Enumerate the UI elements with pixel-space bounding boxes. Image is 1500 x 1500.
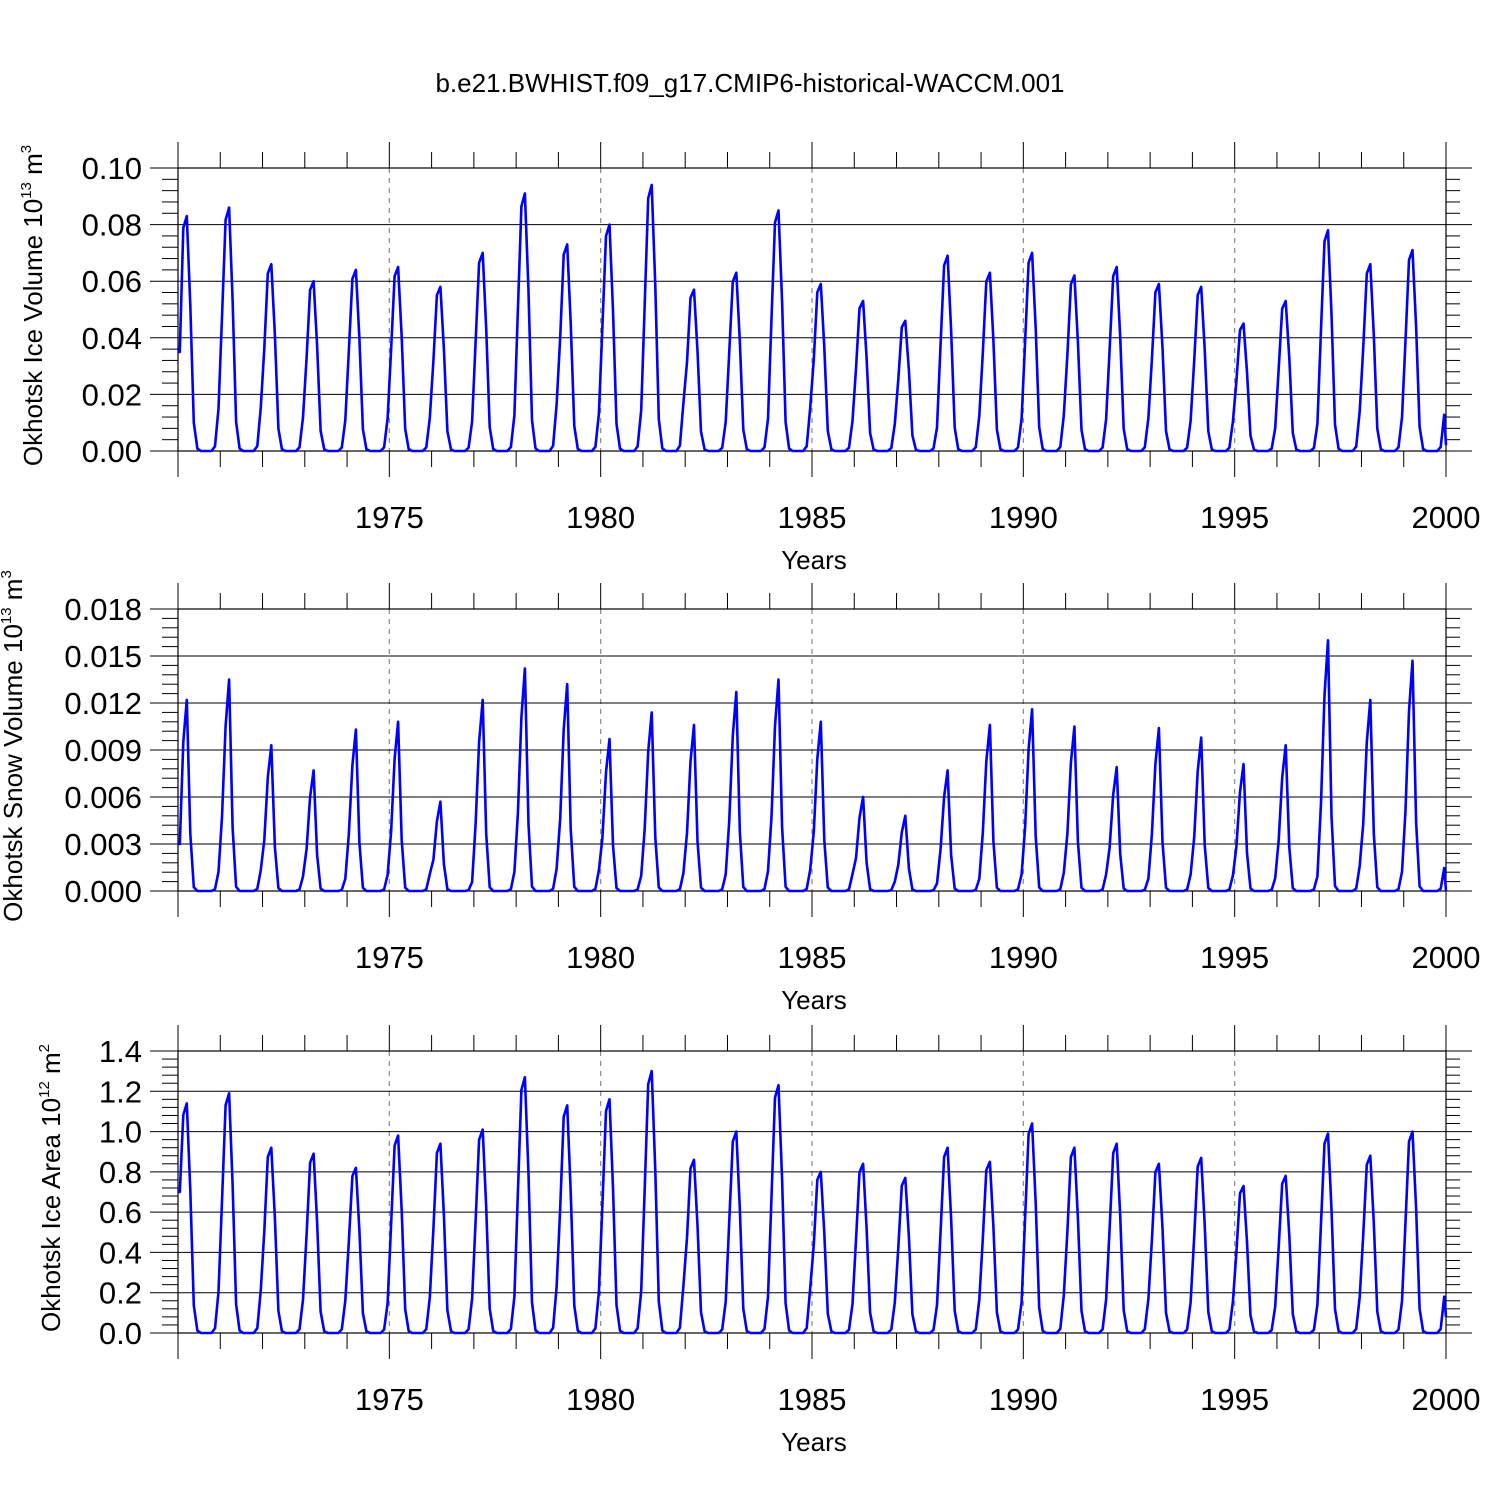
panel-1: 0.00 0.02 0.04 0.06 0.08 0.10 1975 1980 1985 1990… — [18, 142, 1480, 575]
series-line-3 — [178, 1069, 1448, 1335]
x-axis-title: Years — [781, 545, 847, 575]
y-tick-label: 1.4 — [99, 1034, 142, 1069]
x-tick-label: 1980 — [566, 940, 635, 975]
y-tick-label: 0.012 — [64, 686, 142, 721]
x-tick-label: 1980 — [566, 500, 635, 535]
y-tick-label: 0.006 — [64, 780, 142, 815]
y-tick-label: 0.10 — [82, 151, 142, 186]
y-tick-label: 0.009 — [64, 733, 142, 768]
x-tick-label: 1985 — [778, 1382, 847, 1417]
y-tick-label: 0.003 — [64, 827, 142, 862]
y-tick-label: 1.2 — [99, 1074, 142, 1109]
plot-frame — [177, 608, 1447, 892]
y-axis-title: Okhotsk Ice Volume 1013 m3 — [18, 145, 48, 466]
x-axis-title: Years — [781, 985, 847, 1015]
y-tick-label: 0.08 — [82, 208, 142, 243]
x-tick-label: 1980 — [566, 1382, 635, 1417]
series-line-2 — [178, 639, 1448, 893]
x-tick-label: 2000 — [1412, 940, 1481, 975]
panel-3: 0.0 0.2 0.4 0.6 0.8 1.0 1.2 1.4 1975 1980 1985 1990… — [36, 1025, 1480, 1457]
x-tick-label: 1990 — [989, 500, 1058, 535]
y-tick-label: 0.00 — [82, 434, 142, 469]
x-tick-label: 1990 — [989, 1382, 1058, 1417]
x-tick-label: 1985 — [778, 500, 847, 535]
series-line-1 — [178, 183, 1448, 453]
y-tick-label: 0.0 — [99, 1316, 142, 1351]
y-axis-title: Okhotsk Ice Area 1012 m2 — [36, 1044, 66, 1332]
x-tick-label: 1995 — [1200, 1382, 1269, 1417]
y-tick-label: 0.8 — [99, 1155, 142, 1190]
x-tick-label: 1975 — [355, 1382, 424, 1417]
x-tick-label: 1975 — [355, 500, 424, 535]
y-tick-label: 0.04 — [82, 321, 142, 356]
y-tick-label: 1.0 — [99, 1115, 142, 1150]
chart-panels: 0.00 0.02 0.04 0.06 0.08 0.10 1975 1980 1985 1990… — [0, 142, 1480, 1457]
x-tick-label: 1995 — [1200, 940, 1269, 975]
x-tick-label: 1985 — [778, 940, 847, 975]
panel-2: 0.000 0.003 0.006 0.009 0.012 0.015 0.018 1975 1… — [0, 570, 1480, 1015]
y-tick-label: 0.015 — [64, 639, 142, 674]
chart-title: b.e21.BWHIST.f09_g17.CMIP6-historical-WA… — [435, 68, 1064, 98]
y-tick-label: 0.2 — [99, 1276, 142, 1311]
y-axis-title: Okhotsk Snow Volume 1013 m3 — [0, 570, 28, 922]
y-tick-label: 0.4 — [99, 1235, 142, 1270]
x-tick-label: 1975 — [355, 940, 424, 975]
y-tick-label: 0.000 — [64, 874, 142, 909]
x-tick-label: 2000 — [1412, 1382, 1481, 1417]
y-tick-label: 0.06 — [82, 264, 142, 299]
x-axis-title: Years — [781, 1427, 847, 1457]
y-tick-label: 0.018 — [64, 592, 142, 627]
y-tick-label: 0.02 — [82, 377, 142, 412]
x-tick-label: 1995 — [1200, 500, 1269, 535]
plot-frame — [177, 167, 1447, 452]
y-tick-label: 0.6 — [99, 1195, 142, 1230]
x-tick-label: 2000 — [1412, 500, 1481, 535]
x-tick-label: 1990 — [989, 940, 1058, 975]
